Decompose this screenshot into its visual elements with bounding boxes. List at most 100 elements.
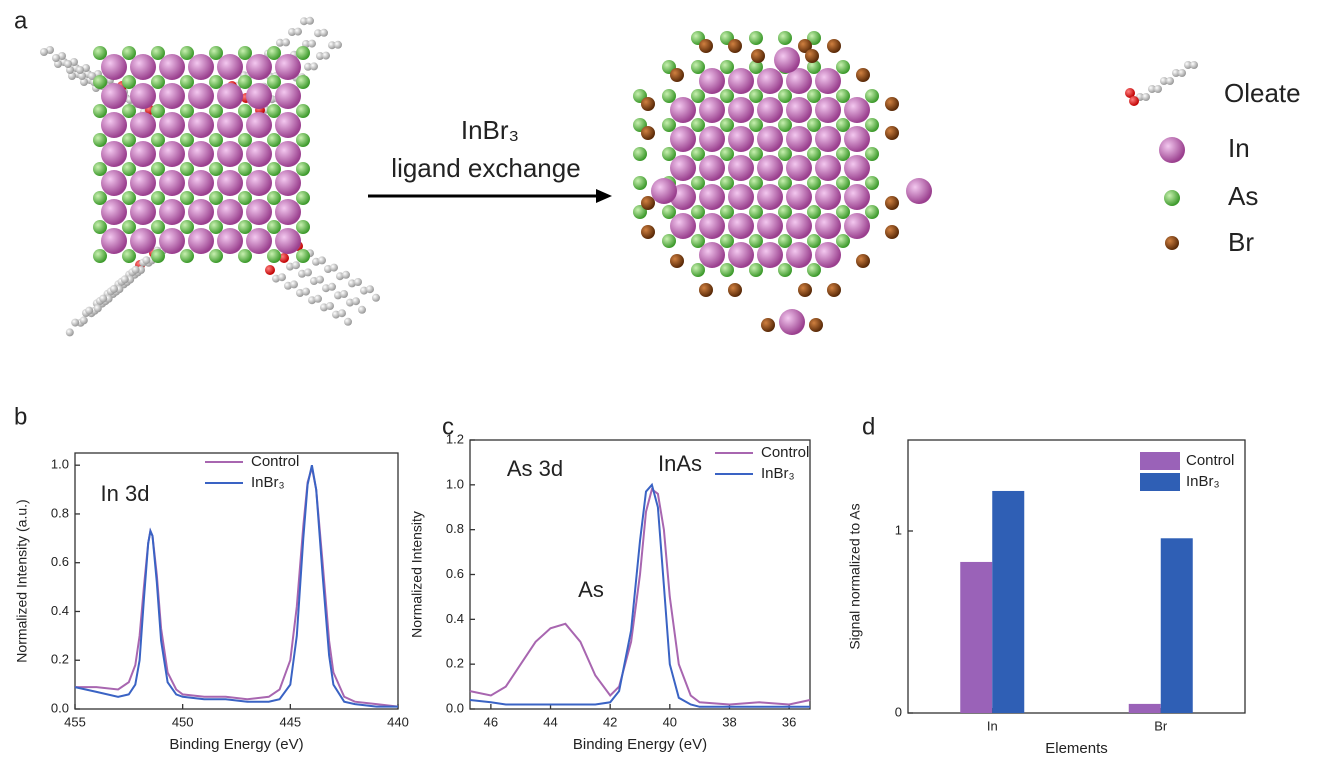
y-tick-label: 0.2 (51, 652, 69, 667)
atom (699, 68, 725, 94)
x-tick-label: 455 (64, 714, 86, 729)
atom (159, 228, 185, 254)
atom (757, 155, 783, 181)
bar (1161, 538, 1193, 713)
atom (691, 263, 705, 277)
x-tick-label: 450 (172, 714, 194, 729)
panel-label: d (862, 413, 875, 440)
atom (101, 54, 127, 80)
atom (275, 83, 301, 109)
annotation: As (578, 577, 604, 602)
y-axis-label: Normalized Intensity (409, 511, 425, 638)
atom (885, 196, 899, 210)
atom (217, 170, 243, 196)
atom (342, 271, 350, 279)
x-tick-label: 38 (722, 714, 736, 729)
x-tick-label: 42 (603, 714, 617, 729)
atom (130, 83, 156, 109)
atom (180, 249, 194, 263)
atom (749, 31, 763, 45)
atom (798, 283, 812, 297)
atom (282, 38, 290, 46)
atom (66, 328, 74, 336)
legend-label: Oleate (1224, 78, 1301, 108)
atom (296, 191, 310, 205)
arrow-label: ligand exchange (391, 153, 580, 183)
atom (786, 155, 812, 181)
atom (778, 263, 792, 277)
y-tick-label: 0.8 (51, 505, 69, 520)
y-tick-label: 1.0 (446, 476, 464, 491)
atom (130, 170, 156, 196)
atom (296, 133, 310, 147)
atom (670, 97, 696, 123)
atom (294, 28, 302, 36)
y-tick-label: 0 (895, 704, 902, 719)
atom (296, 104, 310, 118)
bar (960, 562, 992, 713)
atom (275, 199, 301, 225)
x-tick-label: 36 (782, 714, 796, 729)
atom (805, 49, 819, 63)
atom (633, 147, 647, 161)
atom (865, 176, 879, 190)
bar (1129, 704, 1161, 713)
atom (110, 285, 118, 293)
atom (130, 141, 156, 167)
atom (265, 265, 275, 275)
atom (699, 213, 725, 239)
atom (238, 249, 252, 263)
atom (275, 112, 301, 138)
atom (344, 318, 352, 326)
atom (865, 147, 879, 161)
atom (76, 66, 84, 74)
atom (827, 39, 841, 53)
reagent: InBr₃ (461, 115, 519, 145)
atom (188, 228, 214, 254)
x-axis-label: Elements (1045, 740, 1108, 757)
atom (670, 213, 696, 239)
arrow-head (596, 189, 612, 203)
atom (865, 89, 879, 103)
figure: a InBr₃ ligand exchange Oleate In As Br … (0, 0, 1320, 766)
atom (807, 263, 821, 277)
atom (246, 83, 272, 109)
x-axis-label: Binding Energy (eV) (573, 736, 707, 753)
atom (885, 97, 899, 111)
atom (352, 297, 360, 305)
atom (641, 225, 655, 239)
atom (670, 254, 684, 268)
atom (699, 39, 713, 53)
atom (844, 155, 870, 181)
atom (278, 273, 286, 281)
legend-label: Br (1228, 227, 1254, 257)
atom (217, 199, 243, 225)
atom (809, 318, 823, 332)
atom (786, 184, 812, 210)
atom (786, 242, 812, 268)
legend-label: InBr₃ (1186, 473, 1220, 490)
atom (188, 141, 214, 167)
atom (815, 184, 841, 210)
atom (296, 162, 310, 176)
x-tick-label: 44 (543, 714, 557, 729)
atom (699, 126, 725, 152)
y-tick-label: 1 (895, 522, 902, 537)
atom (99, 295, 107, 303)
atom (101, 199, 127, 225)
atom (757, 68, 783, 94)
atom (340, 290, 348, 298)
legend-label: InBr₃ (251, 474, 285, 491)
atom (662, 234, 676, 248)
atom (774, 47, 800, 73)
atom (209, 249, 223, 263)
atom (101, 170, 127, 196)
atom (188, 112, 214, 138)
atom (699, 283, 713, 297)
atom (757, 97, 783, 123)
atom (322, 52, 330, 60)
atom (275, 170, 301, 196)
atom (316, 276, 324, 284)
atom (815, 97, 841, 123)
atom (296, 249, 310, 263)
